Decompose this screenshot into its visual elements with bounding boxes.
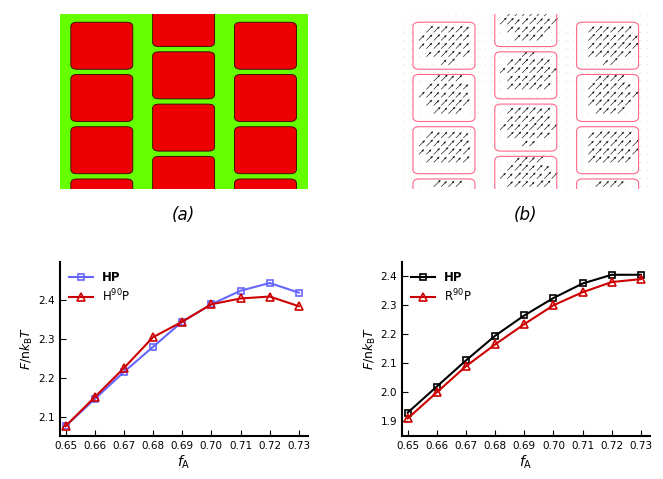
HP: [520, 312, 528, 318]
$\mathrm{H}^{90}\mathrm{P}$: [237, 296, 245, 301]
Y-axis label: $F/\mathrm{n}k_{\mathrm{B}}T$: $F/\mathrm{n}k_{\mathrm{B}}T$: [361, 327, 377, 370]
HP: [266, 280, 274, 286]
$\mathrm{H}^{90}\mathrm{P}$: [120, 365, 128, 371]
HP: [433, 384, 441, 389]
Text: (a): (a): [172, 206, 196, 224]
HP: [637, 272, 645, 278]
HP: [608, 272, 616, 278]
HP: [550, 295, 558, 301]
Legend: HP, $\mathrm{R}^{90}\mathrm{P}$: HP, $\mathrm{R}^{90}\mathrm{P}$: [408, 268, 475, 308]
$\mathrm{R}^{90}\mathrm{P}$: [462, 364, 470, 369]
$\mathrm{R}^{90}\mathrm{P}$: [491, 342, 499, 347]
$\mathrm{R}^{90}\mathrm{P}$: [550, 302, 558, 308]
FancyBboxPatch shape: [71, 127, 133, 174]
$\mathrm{H}^{90}\mathrm{P}$: [91, 394, 99, 400]
FancyBboxPatch shape: [235, 22, 296, 69]
$\mathrm{H}^{90}\mathrm{P}$: [178, 319, 186, 325]
Text: (b): (b): [514, 206, 538, 224]
X-axis label: $f_{\mathrm{A}}$: $f_{\mathrm{A}}$: [177, 454, 190, 471]
HP: [149, 344, 157, 350]
$\mathrm{R}^{90}\mathrm{P}$: [608, 279, 616, 285]
$\mathrm{R}^{90}\mathrm{P}$: [433, 389, 441, 395]
$\mathrm{H}^{90}\mathrm{P}$: [208, 301, 215, 307]
FancyBboxPatch shape: [235, 127, 296, 174]
HP: [404, 410, 412, 416]
HP: [491, 333, 499, 339]
$\mathrm{H}^{90}\mathrm{P}$: [149, 334, 157, 340]
HP: [91, 396, 99, 402]
Y-axis label: $F/\mathrm{n}k_{\mathrm{B}}T$: $F/\mathrm{n}k_{\mathrm{B}}T$: [19, 327, 35, 370]
HP: [237, 288, 245, 294]
FancyBboxPatch shape: [71, 74, 133, 122]
Line: HP: HP: [62, 280, 302, 430]
$\mathrm{R}^{90}\mathrm{P}$: [404, 416, 412, 422]
FancyBboxPatch shape: [152, 0, 215, 46]
$\mathrm{R}^{90}\mathrm{P}$: [579, 289, 587, 295]
HP: [62, 423, 70, 429]
Line: $\mathrm{R}^{90}\mathrm{P}$: $\mathrm{R}^{90}\mathrm{P}$: [404, 275, 645, 422]
HP: [462, 357, 470, 363]
FancyBboxPatch shape: [71, 179, 133, 226]
$\mathrm{H}^{90}\mathrm{P}$: [62, 423, 70, 429]
HP: [579, 281, 587, 286]
Line: HP: HP: [404, 271, 644, 416]
FancyBboxPatch shape: [235, 179, 296, 226]
FancyBboxPatch shape: [152, 104, 215, 151]
HP: [295, 290, 303, 296]
HP: [208, 301, 215, 307]
Line: $\mathrm{H}^{90}\mathrm{P}$: $\mathrm{H}^{90}\mathrm{P}$: [62, 292, 303, 430]
HP: [120, 369, 128, 375]
FancyBboxPatch shape: [71, 22, 133, 69]
$\mathrm{R}^{90}\mathrm{P}$: [637, 276, 645, 282]
$\mathrm{H}^{90}\mathrm{P}$: [266, 294, 274, 299]
X-axis label: $f_{\mathrm{A}}$: $f_{\mathrm{A}}$: [519, 454, 532, 471]
FancyBboxPatch shape: [235, 74, 296, 122]
$\mathrm{R}^{90}\mathrm{P}$: [520, 321, 528, 327]
HP: [178, 319, 186, 325]
FancyBboxPatch shape: [152, 52, 215, 99]
Legend: HP, $\mathrm{H}^{90}\mathrm{P}$: HP, $\mathrm{H}^{90}\mathrm{P}$: [66, 268, 134, 308]
$\mathrm{H}^{90}\mathrm{P}$: [295, 303, 303, 309]
FancyBboxPatch shape: [152, 156, 215, 204]
